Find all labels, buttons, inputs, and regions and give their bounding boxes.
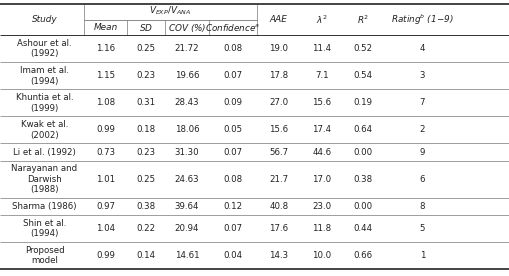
Text: 17.0: 17.0 xyxy=(313,175,331,184)
Text: $\lambda^{2}$: $\lambda^{2}$ xyxy=(316,14,328,26)
Text: 0.38: 0.38 xyxy=(353,175,372,184)
Text: Shin et al.
(1994): Shin et al. (1994) xyxy=(23,219,66,238)
Text: 21.72: 21.72 xyxy=(175,44,200,53)
Text: 14.61: 14.61 xyxy=(175,251,200,260)
Text: 0.97: 0.97 xyxy=(96,202,115,211)
Text: 0.19: 0.19 xyxy=(353,98,372,107)
Text: 0.25: 0.25 xyxy=(137,175,156,184)
Text: $COV$ (%): $COV$ (%) xyxy=(168,22,206,34)
Text: 1.08: 1.08 xyxy=(96,98,115,107)
Text: 44.6: 44.6 xyxy=(313,148,331,157)
Text: $V_{\mathit{EXP}}/V_{\mathit{ANA}}$: $V_{\mathit{EXP}}/V_{\mathit{ANA}}$ xyxy=(150,5,191,17)
Text: 0.00: 0.00 xyxy=(353,148,372,157)
Text: 2: 2 xyxy=(420,125,425,134)
Text: Kwak et al.
(2002): Kwak et al. (2002) xyxy=(21,120,68,140)
Text: Ashour et al.
(1992): Ashour et al. (1992) xyxy=(17,39,72,59)
Text: 24.63: 24.63 xyxy=(175,175,200,184)
Text: 1: 1 xyxy=(420,251,425,260)
Text: 0.07: 0.07 xyxy=(223,148,242,157)
Text: 23.0: 23.0 xyxy=(313,202,331,211)
Text: 0.14: 0.14 xyxy=(137,251,156,260)
Text: Imam et al.
(1994): Imam et al. (1994) xyxy=(20,66,69,86)
Text: 0.23: 0.23 xyxy=(137,71,156,80)
Text: 1.01: 1.01 xyxy=(96,175,115,184)
Text: Mean: Mean xyxy=(94,23,118,32)
Text: AAE: AAE xyxy=(270,15,288,24)
Text: 0.54: 0.54 xyxy=(353,71,372,80)
Text: 19.0: 19.0 xyxy=(269,44,288,53)
Text: 10.0: 10.0 xyxy=(313,251,331,260)
Text: 0.99: 0.99 xyxy=(96,251,115,260)
Text: 0.22: 0.22 xyxy=(137,224,156,233)
Text: Li et al. (1992): Li et al. (1992) xyxy=(13,148,76,157)
Text: 11.8: 11.8 xyxy=(313,224,331,233)
Text: Sharma (1986): Sharma (1986) xyxy=(12,202,77,211)
Text: Khuntia et al.
(1999): Khuntia et al. (1999) xyxy=(16,93,73,113)
Text: 0.44: 0.44 xyxy=(353,224,372,233)
Text: 0.73: 0.73 xyxy=(96,148,115,157)
Text: 0.04: 0.04 xyxy=(223,251,242,260)
Text: 0.38: 0.38 xyxy=(137,202,156,211)
Text: 21.7: 21.7 xyxy=(269,175,288,184)
Text: 0.07: 0.07 xyxy=(223,224,242,233)
Text: 0.31: 0.31 xyxy=(137,98,156,107)
Text: 4: 4 xyxy=(420,44,425,53)
Text: $SD$: $SD$ xyxy=(139,22,153,33)
Text: 20.94: 20.94 xyxy=(175,224,200,233)
Text: 17.6: 17.6 xyxy=(269,224,288,233)
Text: 0.52: 0.52 xyxy=(353,44,372,53)
Text: 17.8: 17.8 xyxy=(269,71,288,80)
Text: 0.99: 0.99 xyxy=(96,125,115,134)
Text: 0.08: 0.08 xyxy=(223,44,242,53)
Text: 31.30: 31.30 xyxy=(175,148,200,157)
Text: Narayanan and
Darwish
(1988): Narayanan and Darwish (1988) xyxy=(12,164,77,194)
Text: 7: 7 xyxy=(420,98,425,107)
Text: 0.05: 0.05 xyxy=(223,125,242,134)
Text: Confidence$^{a}$: Confidence$^{a}$ xyxy=(205,22,261,33)
Text: 6: 6 xyxy=(420,175,425,184)
Text: 0.64: 0.64 xyxy=(353,125,372,134)
Text: Study: Study xyxy=(32,15,58,24)
Text: 1.15: 1.15 xyxy=(96,71,115,80)
Text: 0.18: 0.18 xyxy=(137,125,156,134)
Text: 7.1: 7.1 xyxy=(315,71,329,80)
Text: 14.3: 14.3 xyxy=(269,251,288,260)
Text: 1.16: 1.16 xyxy=(96,44,115,53)
Text: 39.64: 39.64 xyxy=(175,202,200,211)
Text: 5: 5 xyxy=(420,224,425,233)
Text: 56.7: 56.7 xyxy=(269,148,288,157)
Text: 11.4: 11.4 xyxy=(313,44,331,53)
Text: 0.12: 0.12 xyxy=(223,202,242,211)
Text: 18.06: 18.06 xyxy=(175,125,200,134)
Text: 0.66: 0.66 xyxy=(353,251,372,260)
Text: 17.4: 17.4 xyxy=(313,125,331,134)
Text: 9: 9 xyxy=(420,148,425,157)
Text: 15.6: 15.6 xyxy=(313,98,331,107)
Text: 28.43: 28.43 xyxy=(175,98,200,107)
Text: Rating$^{b}$ (1$-$9): Rating$^{b}$ (1$-$9) xyxy=(391,12,454,27)
Text: 40.8: 40.8 xyxy=(269,202,288,211)
Text: 0.23: 0.23 xyxy=(137,148,156,157)
Text: 0.00: 0.00 xyxy=(353,202,372,211)
Text: 0.25: 0.25 xyxy=(137,44,156,53)
Text: 1.04: 1.04 xyxy=(96,224,115,233)
Text: Proposed
model: Proposed model xyxy=(25,246,64,265)
Text: 0.07: 0.07 xyxy=(223,71,242,80)
Text: 0.08: 0.08 xyxy=(223,175,242,184)
Text: 0.09: 0.09 xyxy=(223,98,242,107)
Text: 27.0: 27.0 xyxy=(269,98,288,107)
Text: 19.66: 19.66 xyxy=(175,71,200,80)
Text: 8: 8 xyxy=(420,202,425,211)
Text: 15.6: 15.6 xyxy=(269,125,288,134)
Text: 3: 3 xyxy=(420,71,425,80)
Text: $R^{2}$: $R^{2}$ xyxy=(356,14,369,26)
